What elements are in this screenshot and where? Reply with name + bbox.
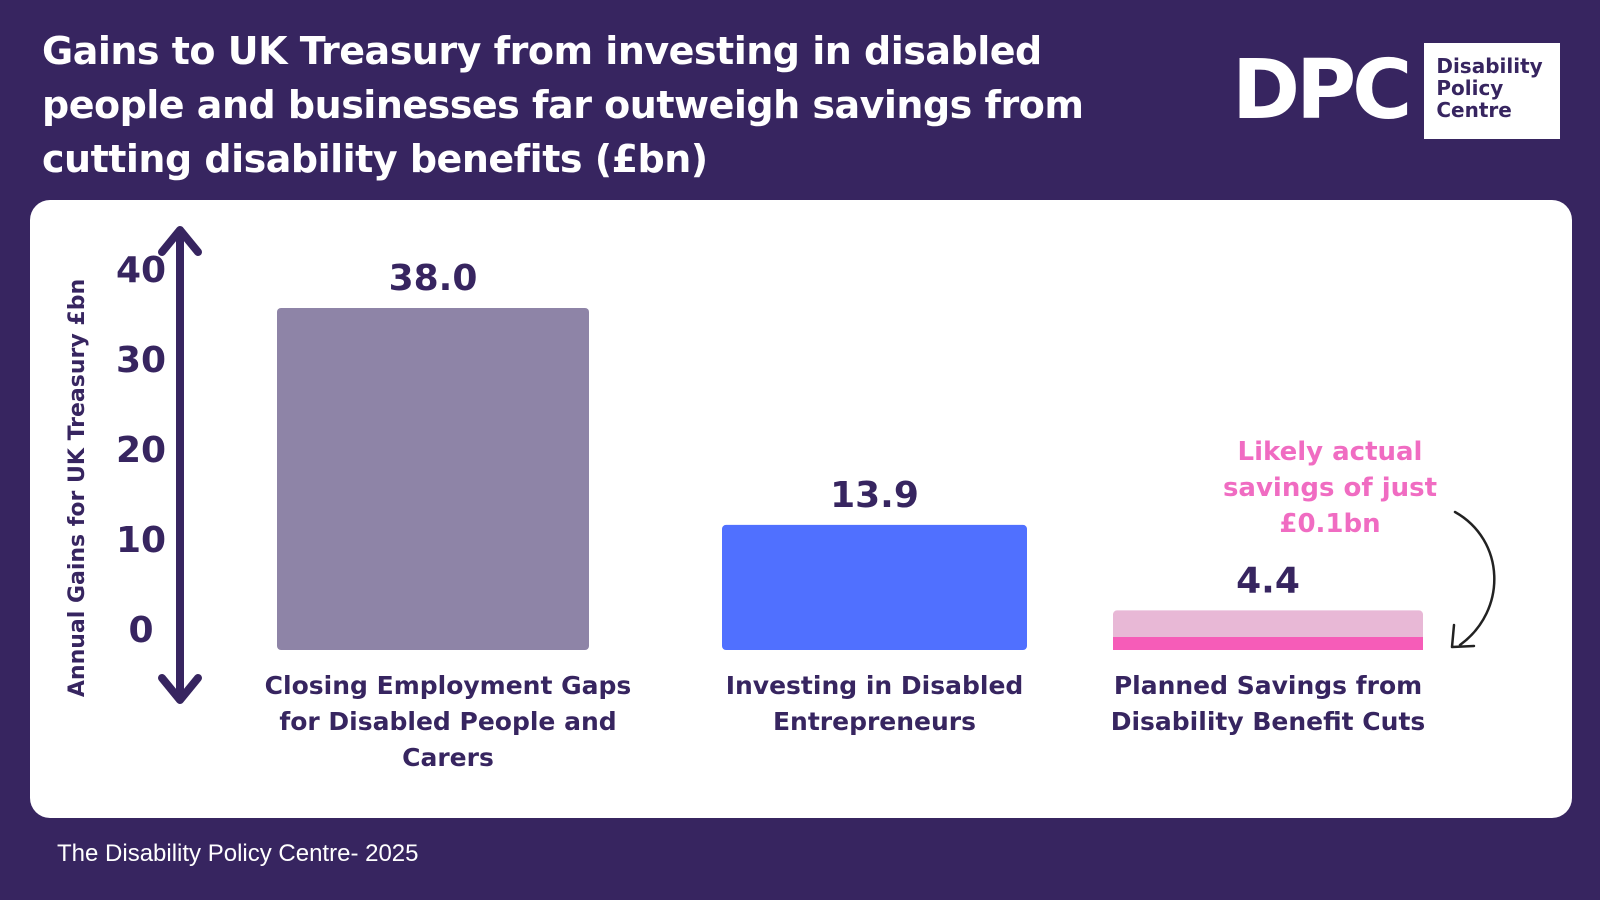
- annotation-arrowhead: [1450, 623, 1476, 649]
- dpc-logo: DPC Disability Policy Centre: [1232, 42, 1561, 140]
- chart-title: Gains to UK Treasury from investing in d…: [42, 29, 1084, 181]
- annotation-text: £0.1bn: [1279, 509, 1380, 539]
- bar: [722, 524, 1027, 650]
- y-tick-label: 20: [116, 430, 166, 471]
- annotation-text: Likely actual: [1238, 437, 1423, 467]
- logo-line-2: Policy: [1436, 76, 1504, 100]
- logo-text-box: Disability Policy Centre: [1424, 43, 1561, 139]
- bar: [277, 308, 589, 650]
- logo-line-1: Disability: [1436, 54, 1543, 78]
- bar-value-label: 13.9: [830, 475, 919, 516]
- category-label: Carers: [402, 743, 494, 772]
- y-tick-label: 10: [116, 520, 166, 561]
- bar-value-label: 4.4: [1236, 560, 1300, 601]
- bar-chart: Annual Gains for UK Treasury £bn 0 10 20 30 4…: [65, 226, 1496, 772]
- logo-mark: DPC: [1232, 43, 1412, 138]
- category-label: Disability Benefit Cuts: [1111, 707, 1426, 736]
- logo-line-3: Centre: [1436, 98, 1512, 122]
- annotation-text: savings of just: [1223, 473, 1437, 503]
- y-axis-arrow-up: [158, 226, 202, 256]
- source-footer: The Disability Policy Centre- 2025: [57, 840, 419, 867]
- y-tick-label: 30: [116, 340, 166, 381]
- bar-value-label: 38.0: [389, 258, 478, 299]
- category-label: Planned Savings from: [1114, 671, 1422, 700]
- category-label: for Disabled People and: [279, 707, 616, 736]
- category-label: Closing Employment Gaps: [265, 671, 632, 700]
- y-axis-arrow-down: [158, 674, 202, 704]
- chart-panel: Annual Gains for UK Treasury £bn 0 10 20 30 4…: [30, 200, 1572, 818]
- actual-savings-bar: [1113, 637, 1423, 650]
- y-tick-label: 40: [116, 250, 166, 291]
- annotation-arrow: [1453, 510, 1496, 647]
- category-label: Investing in Disabled: [726, 671, 1024, 700]
- y-tick-label: 0: [128, 610, 153, 651]
- category-label: Entrepreneurs: [773, 707, 976, 736]
- y-axis-label: Annual Gains for UK Treasury £bn: [65, 279, 90, 697]
